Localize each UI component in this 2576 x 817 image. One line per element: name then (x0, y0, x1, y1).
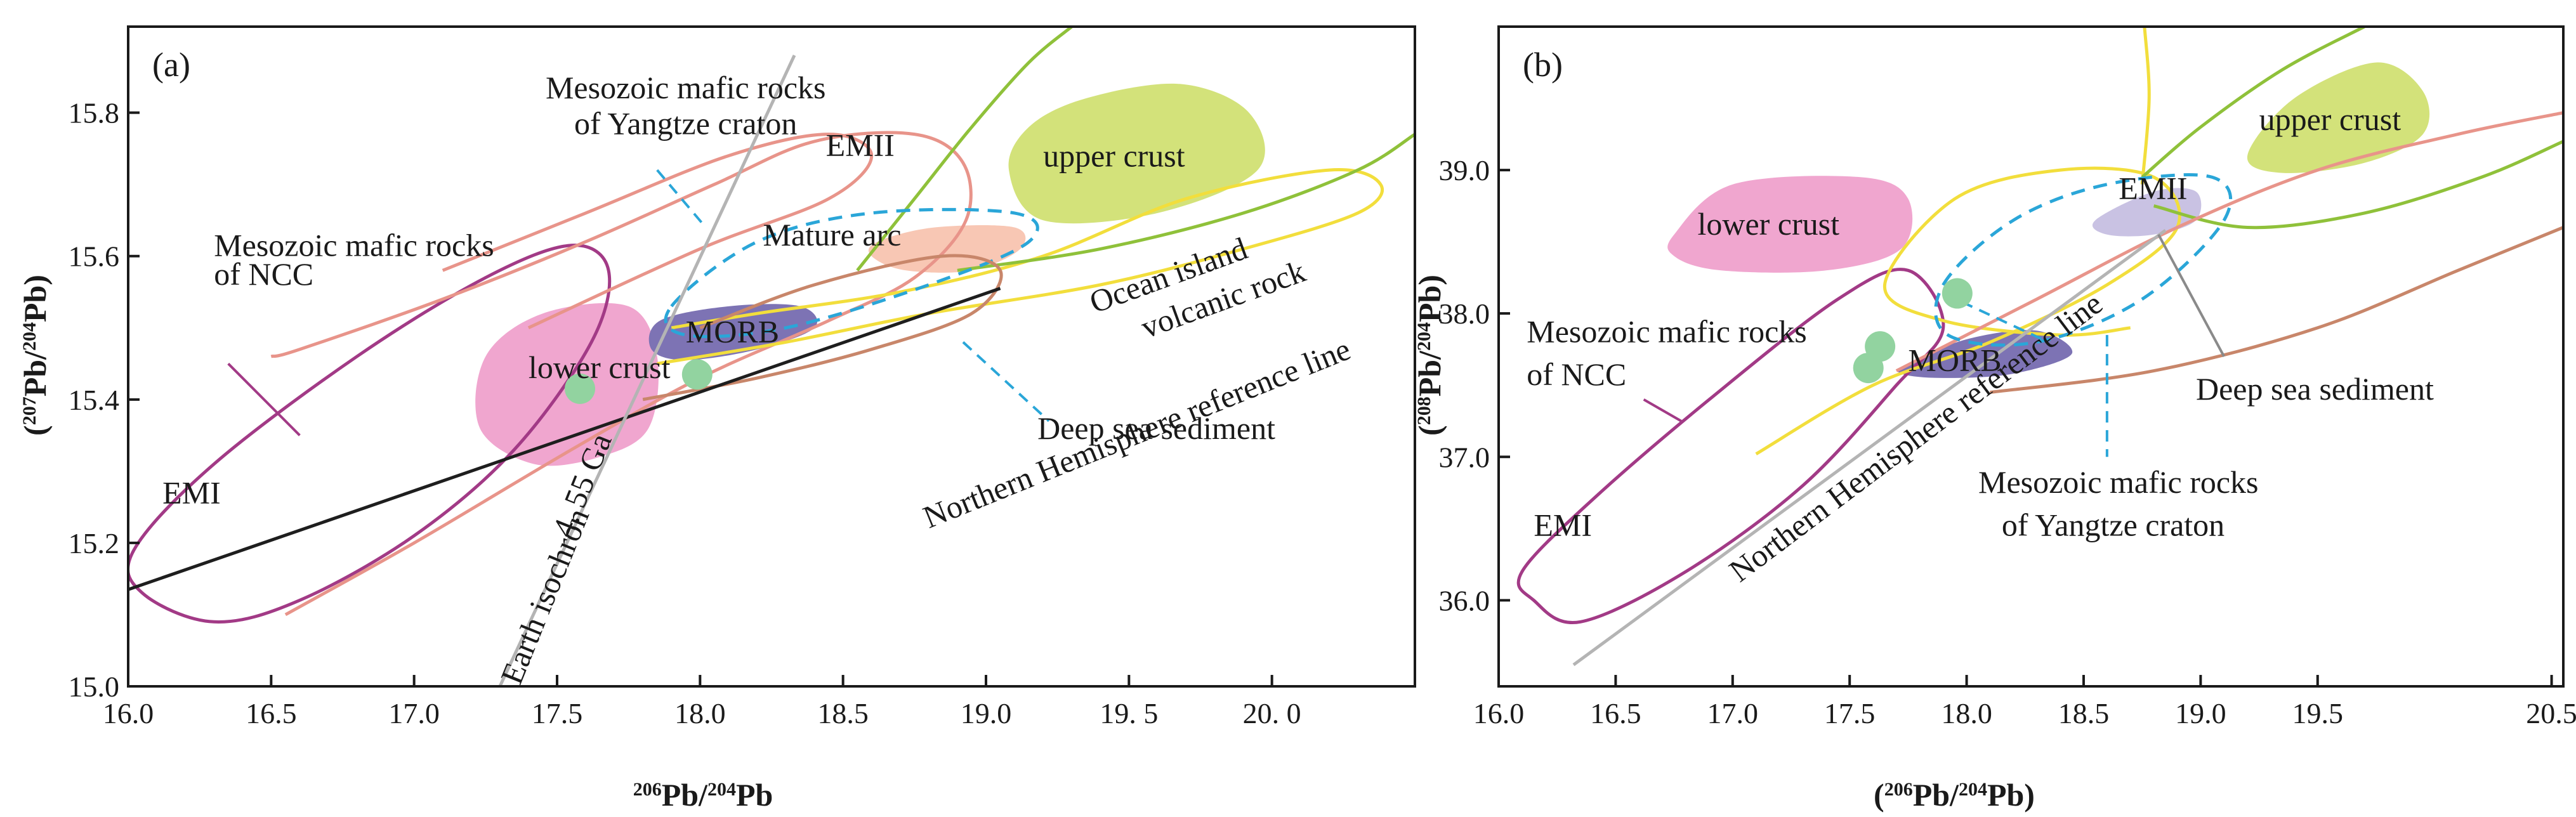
x-tick-label: 17.5 (532, 697, 583, 729)
annotation: lower crust (529, 350, 671, 385)
leader-line (227, 362, 301, 436)
annotation: EMI (162, 475, 221, 511)
x-tick-label: 18.5 (2058, 697, 2110, 729)
plot-area: EMI EMII lower crust MORB upper crust Mesozoi… (1516, 27, 2563, 667)
panel-b: EMI EMII lower crust MORB upper crust Mesozoi… (1412, 25, 2576, 813)
annotation: lower crust (1697, 206, 1839, 242)
plot-frame (127, 25, 1416, 688)
leader-line (962, 341, 1050, 422)
curve-salmon-envelope (442, 133, 874, 330)
leader-line (1643, 398, 1682, 422)
data-point (1942, 278, 1973, 309)
field-upper-crust (1008, 83, 1265, 224)
panel-label: (a) (152, 46, 190, 84)
leader-line (1961, 301, 2049, 344)
data-point (565, 373, 596, 404)
curve-yellow-field (1755, 166, 2181, 455)
y-tick-label: 15.8 (69, 97, 120, 129)
curve-green-branch-lower (2153, 140, 2563, 230)
plot-area: EMI EMII lower crust MORB upper crust Mature … (128, 27, 1415, 686)
x-axis-label: 206Pb/204Pb (633, 777, 773, 813)
x-tick-label: 16.0 (1473, 697, 1525, 729)
x-tick-label: 18.0 (674, 697, 726, 729)
y-tick-label: 15.4 (69, 384, 120, 416)
curve-mesozoic-mafic-rocks-of-ncc-field- (1516, 268, 1945, 625)
y-tick-label: 38.0 (1439, 297, 1490, 330)
curve-upper-crust-trend (856, 27, 1073, 271)
x-tick-label: 17.0 (388, 697, 440, 729)
annotation: MORB (1908, 343, 2001, 378)
line-northern-hemisphere-reference-line (1572, 229, 2167, 667)
curve-salmon-upper (1895, 111, 2563, 372)
y-axis-label: (207Pb/204Pb) (17, 275, 53, 436)
x-tick-label: 18.5 (817, 697, 869, 729)
x-tick-label: 16.5 (1590, 697, 1641, 729)
y-tick-label: 36.0 (1439, 584, 1490, 617)
curve-yellow-vertical (2140, 27, 2151, 185)
field-upper-crust (2247, 62, 2430, 173)
curve-mesozoic-mafic-rocks-of-yangtze-craton-field- (1934, 173, 2233, 347)
annotation: of Yangtze craton (574, 106, 797, 141)
x-tick-label: 19.5 (2292, 697, 2344, 729)
field-lower-crust (1667, 176, 1913, 273)
y-tick-label: 37.0 (1439, 441, 1490, 473)
annotation: Mesozoic mafic rocks (1527, 313, 1807, 349)
curve-green-lower-branch (957, 133, 1415, 272)
annotation: of NCC (214, 256, 313, 292)
line-earth-isochron-4-55-ga (498, 55, 796, 686)
x-tick-label: 18.0 (1941, 697, 1992, 729)
annotation: of Yangtze craton (2002, 507, 2224, 543)
leader-line (2157, 233, 2226, 357)
curve-green-branch-upper (2141, 27, 2365, 179)
y-tick-label: 15.0 (69, 670, 120, 703)
x-tick-label: 19.0 (2175, 697, 2226, 729)
annotation: EMII (826, 127, 895, 162)
annotation: Deep sea sediment (2196, 371, 2434, 407)
field-morb (648, 304, 818, 360)
annotation: Mature arc (763, 217, 901, 252)
curve-brown-lower (1990, 226, 2563, 394)
curve-deep-sea-sediment (642, 254, 1003, 402)
annotation: Mesozoic mafic rocks (1978, 464, 2259, 500)
x-tick-label: 20.5 (2526, 697, 2576, 729)
x-tick-label: 17.0 (1707, 697, 1759, 729)
y-tick-label: 15.6 (69, 240, 120, 273)
annotation: EMII (2119, 170, 2187, 206)
panel-a: EMI EMII lower crust MORB upper crust Mature … (17, 25, 1416, 813)
x-tick-label: 17.5 (1824, 697, 1876, 729)
line-northern-hemisphere-reference-line (128, 287, 1001, 591)
leader-line (656, 169, 707, 228)
x-tick-label: 19.0 (961, 697, 1012, 729)
field-morb (1898, 330, 2073, 378)
annotation: Mesozoic mafic rocks (214, 228, 494, 263)
y-tick-label: 15.2 (69, 527, 120, 559)
annotation: Deep sea sediment (1037, 410, 1275, 446)
x-axis-label: (206Pb/204Pb) (1874, 777, 2035, 813)
data-point (1865, 331, 1896, 362)
annotation: MORB (686, 313, 779, 349)
y-tick-label: 39.0 (1439, 154, 1490, 186)
annotation: EMI (1534, 507, 1592, 543)
x-tick-label: 19. 5 (1100, 697, 1158, 729)
panel-label: (b) (1523, 46, 1563, 84)
annotation: upper crust (2259, 101, 2402, 137)
data-point (681, 359, 713, 390)
plot-frame (1497, 25, 2565, 688)
field-emii (2092, 188, 2202, 237)
x-tick-label: 16.0 (103, 697, 154, 729)
curve-mesozoic-mafic-rocks-of-yangtze-craton-field- (664, 207, 1039, 339)
x-tick-label: 20. 0 (1243, 697, 1301, 729)
x-tick-label: 16.5 (246, 697, 297, 729)
annotation: of NCC (1527, 356, 1626, 392)
annotation: upper crust (1043, 138, 1185, 173)
y-axis-label: (208Pb/204Pb) (1412, 275, 1447, 436)
annotation: Mesozoic mafic rocks (546, 70, 826, 105)
curve-mesozoic-mafic-rocks-of-ncc-field- (128, 244, 612, 624)
curve-emii-field-salmon- (270, 131, 973, 617)
